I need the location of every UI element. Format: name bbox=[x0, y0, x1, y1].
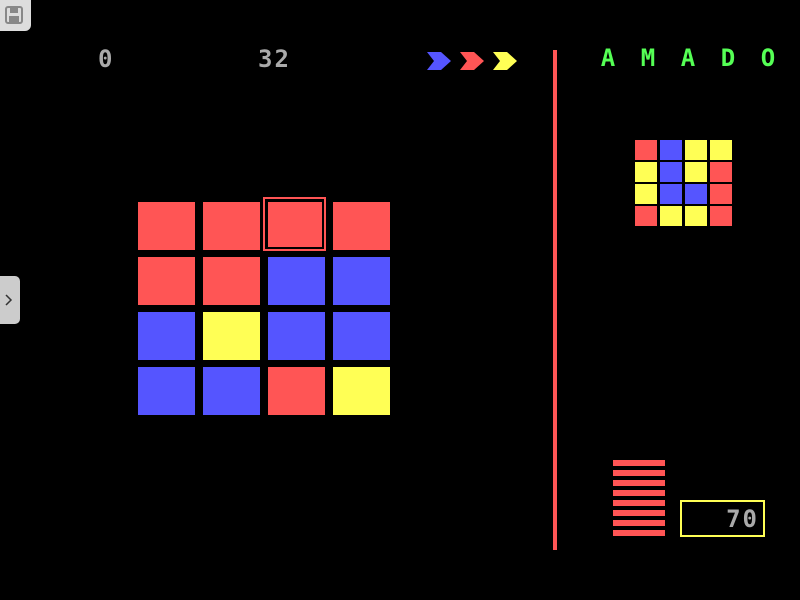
target-tile bbox=[635, 162, 657, 182]
board-tile[interactable] bbox=[203, 202, 260, 250]
divider bbox=[553, 50, 557, 550]
counter-value: 70 bbox=[726, 505, 759, 533]
next-colors bbox=[427, 52, 526, 74]
target-tile bbox=[660, 184, 682, 204]
board-tile[interactable] bbox=[268, 257, 325, 305]
target-tile bbox=[660, 206, 682, 226]
moves-count: 32 bbox=[258, 45, 291, 73]
target-tile bbox=[710, 162, 732, 182]
life-bar bbox=[613, 460, 665, 466]
target-tile bbox=[635, 140, 657, 160]
side-panel-toggle[interactable] bbox=[0, 276, 20, 324]
board-tile[interactable] bbox=[333, 257, 390, 305]
board-tile[interactable] bbox=[138, 257, 195, 305]
target-tile bbox=[635, 206, 657, 226]
board-tile[interactable] bbox=[333, 367, 390, 415]
target-tile bbox=[685, 162, 707, 182]
arrow-icon bbox=[493, 52, 517, 70]
floppy-disk-icon bbox=[5, 6, 23, 24]
target-tile bbox=[685, 206, 707, 226]
board-tile[interactable] bbox=[268, 312, 325, 360]
board-tile[interactable] bbox=[203, 257, 260, 305]
counter-box: 70 bbox=[680, 500, 765, 537]
life-bar bbox=[613, 510, 665, 516]
life-bar bbox=[613, 490, 665, 496]
score: 0 bbox=[98, 45, 115, 73]
target-tile bbox=[685, 140, 707, 160]
board-tile[interactable] bbox=[333, 312, 390, 360]
title-letter: A bbox=[600, 44, 616, 72]
title-letter: M bbox=[640, 44, 656, 72]
life-bar bbox=[613, 520, 665, 526]
target-tile bbox=[710, 140, 732, 160]
board-tile[interactable] bbox=[203, 312, 260, 360]
board-tile[interactable] bbox=[138, 202, 195, 250]
target-tile bbox=[660, 162, 682, 182]
selection-cursor bbox=[263, 197, 326, 251]
board-tile[interactable] bbox=[268, 202, 325, 250]
chevron-right-icon bbox=[5, 294, 13, 306]
arrow-icon bbox=[460, 52, 484, 70]
title-letter: A bbox=[680, 44, 696, 72]
board-tile[interactable] bbox=[203, 367, 260, 415]
board-tile[interactable] bbox=[333, 202, 390, 250]
title-letter: O bbox=[760, 44, 776, 72]
target-tile bbox=[685, 184, 707, 204]
target-tile bbox=[660, 140, 682, 160]
life-bar bbox=[613, 530, 665, 536]
board-tile[interactable] bbox=[138, 312, 195, 360]
title-letter: D bbox=[720, 44, 736, 72]
board-tile[interactable] bbox=[268, 367, 325, 415]
life-bar bbox=[613, 500, 665, 506]
target-tile bbox=[635, 184, 657, 204]
life-bar bbox=[613, 470, 665, 476]
save-button[interactable] bbox=[0, 0, 31, 31]
target-tile bbox=[710, 184, 732, 204]
arrow-icon bbox=[427, 52, 451, 70]
life-bar bbox=[613, 480, 665, 486]
target-tile bbox=[710, 206, 732, 226]
board-tile[interactable] bbox=[138, 367, 195, 415]
